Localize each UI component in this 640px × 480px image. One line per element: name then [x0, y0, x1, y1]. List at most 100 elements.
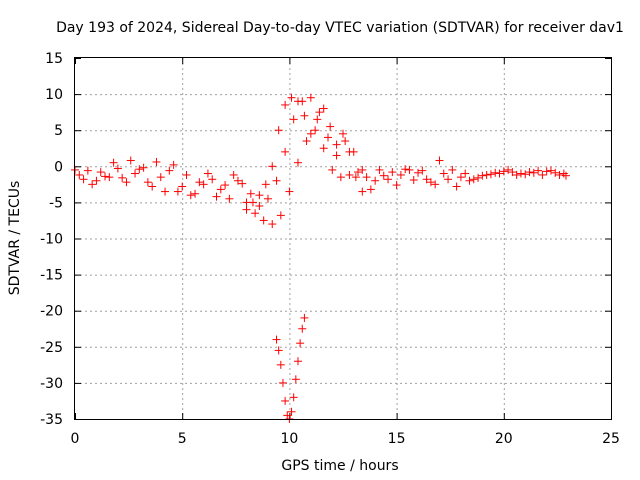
data-point: [345, 147, 354, 156]
data-point: [326, 122, 335, 131]
data-point: [300, 111, 309, 120]
data-points: [71, 93, 570, 423]
data-point: [113, 164, 122, 173]
data-point: [199, 180, 208, 189]
data-point: [474, 173, 483, 182]
data-point: [96, 168, 105, 177]
data-point: [293, 357, 302, 366]
data-point: [274, 126, 283, 135]
y-axis-title: SDTVAR / TECUs: [7, 181, 23, 296]
data-point: [366, 185, 375, 194]
data-point: [313, 115, 322, 124]
data-point: [332, 140, 341, 149]
data-point: [79, 175, 88, 184]
data-point: [248, 198, 257, 207]
data-point: [379, 171, 388, 180]
data-point: [161, 187, 170, 196]
data-point: [216, 185, 225, 194]
y-tick-label: 10: [45, 87, 63, 103]
data-point: [482, 170, 491, 179]
data-point: [289, 115, 298, 124]
plot-frame: [74, 57, 612, 420]
data-point: [358, 187, 367, 196]
data-point: [281, 396, 290, 405]
data-point: [287, 407, 296, 416]
data-point: [178, 182, 187, 191]
data-point: [439, 169, 448, 178]
x-tick-label: 5: [178, 431, 187, 447]
data-point: [165, 166, 174, 175]
data-point: [272, 335, 281, 344]
data-point: [75, 170, 84, 179]
data-point: [276, 211, 285, 220]
data-point: [345, 170, 354, 179]
data-point: [409, 176, 418, 185]
data-point: [195, 178, 204, 187]
chart-title: Day 193 of 2024, Sidereal Day-to-day VTE…: [56, 20, 624, 36]
data-point: [358, 165, 367, 174]
data-point: [92, 176, 101, 185]
data-point: [242, 205, 251, 214]
data-point: [274, 346, 283, 355]
y-tick-labels: 15 10 5 0 -5 -10 -15 -20 -25 -30 -35: [40, 51, 63, 428]
data-point: [551, 168, 560, 177]
y-tick-label: -15: [40, 268, 63, 284]
data-point: [268, 220, 277, 229]
data-point: [126, 156, 135, 165]
data-point: [152, 157, 161, 166]
data-point: [88, 180, 97, 189]
data-point: [186, 191, 195, 200]
data-point: [306, 129, 315, 138]
data-point: [546, 166, 555, 175]
data-point: [296, 339, 305, 348]
x-tick-label: 15: [388, 431, 406, 447]
data-point: [251, 209, 260, 218]
data-point: [255, 191, 264, 200]
data-point: [561, 171, 570, 180]
data-point: [229, 170, 238, 179]
data-point: [555, 170, 564, 179]
x-tick-label: 0: [71, 431, 80, 447]
data-point: [283, 411, 292, 420]
data-point: [293, 158, 302, 167]
data-point: [291, 375, 300, 384]
data-point: [300, 313, 309, 322]
data-point: [246, 189, 255, 198]
data-point: [225, 194, 234, 203]
data-point: [508, 168, 517, 177]
data-point: [203, 169, 212, 178]
data-point: [212, 192, 221, 201]
data-point: [354, 168, 363, 177]
y-tick-label: -30: [40, 376, 63, 392]
data-point: [495, 169, 504, 178]
data-point: [261, 180, 270, 189]
y-tick-label: 15: [45, 51, 63, 67]
data-point: [319, 104, 328, 113]
data-point: [512, 170, 521, 179]
data-point: [319, 144, 328, 153]
data-point: [491, 168, 500, 177]
y-tick-label: -5: [49, 195, 63, 211]
y-tick-label: -10: [40, 232, 63, 248]
data-point: [169, 160, 178, 169]
data-point: [109, 158, 118, 167]
data-point: [414, 168, 423, 177]
data-point: [208, 175, 217, 184]
data-point: [456, 173, 465, 182]
data-point: [384, 175, 393, 184]
data-point: [469, 175, 478, 184]
data-point: [285, 187, 294, 196]
data-point: [118, 173, 127, 182]
data-point: [105, 173, 114, 182]
data-point: [259, 216, 268, 225]
data-point: [221, 181, 230, 190]
data-point: [362, 173, 371, 182]
data-point: [478, 171, 487, 180]
data-point: [122, 178, 131, 187]
data-point: [444, 175, 453, 184]
data-point: [435, 156, 444, 165]
y-tick-label: 5: [54, 123, 63, 139]
data-point: [272, 176, 281, 185]
data-point: [143, 178, 152, 187]
data-point: [396, 170, 405, 179]
